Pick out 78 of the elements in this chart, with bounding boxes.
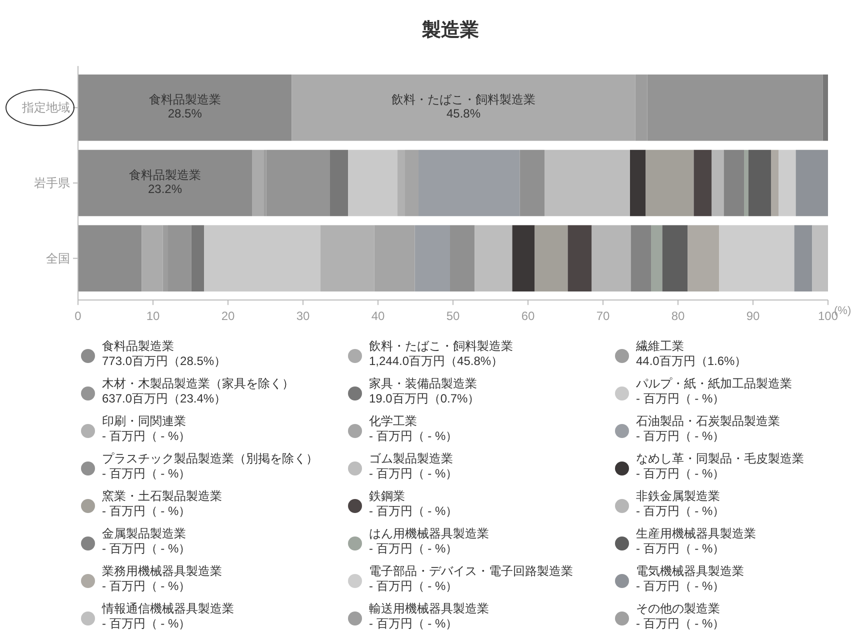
bar: [796, 150, 828, 216]
bar: [744, 150, 748, 216]
bar: [688, 225, 720, 292]
bar: [252, 150, 264, 216]
legend-label: 印刷・同関連業 - 百万円（ - %）: [102, 414, 191, 443]
legend-label: 家具・装備品製造業 19.0百万円（0.7%）: [369, 376, 480, 406]
data-label: 食料品製造業 23.2%: [129, 168, 201, 196]
data-label: 食料品製造業 28.5%: [148, 92, 221, 121]
legend-label: 非鉄金属製造業 - 百万円（ - %）: [636, 489, 725, 518]
bar: [266, 150, 330, 216]
legend-label: 木材・木製品製造業（家具を除く） 637.0百万円（23.4%）: [102, 376, 294, 406]
legend-label: 輸送用機械器具製造業 - 百万円（ - %）: [369, 602, 489, 630]
bar: [651, 225, 662, 292]
legend-label: 業務用機械器具製造業 - 百万円（ - %）: [102, 564, 222, 593]
bar: [794, 225, 812, 292]
bar: [544, 150, 630, 216]
bar: [512, 225, 535, 292]
bar: [534, 225, 568, 292]
legend-label: 窯業・土石製品製造業 - 百万円（ - %）: [102, 489, 222, 518]
bar: [712, 150, 724, 216]
bar: [191, 225, 204, 292]
bar: [474, 225, 512, 292]
bar: [694, 150, 712, 216]
bar: [142, 225, 163, 292]
x-tick-label: 60: [521, 309, 535, 323]
x-tick-label: 90: [746, 309, 760, 323]
bar: [662, 225, 688, 292]
bar: [812, 225, 828, 292]
legend-label: 情報通信機械器具製造業 - 百万円（ - %）: [101, 602, 234, 630]
legend-label: 金属製品製造業 - 百万円（ - %）: [102, 526, 191, 556]
x-tick-label: 20: [221, 309, 235, 323]
bar: [292, 74, 636, 141]
x-tick-label: 0: [74, 309, 82, 323]
legend-label: 生産用機械器具製造業 - 百万円（ - %）: [636, 526, 756, 556]
bar: [592, 225, 631, 292]
legend-label: 化学工業 - 百万円（ - %）: [369, 414, 458, 443]
bar: [771, 150, 778, 216]
legend-label: 電気機械器具製造業 - 百万円（ - %）: [636, 564, 744, 593]
bar: [78, 225, 142, 292]
bar: [630, 150, 646, 216]
legend-label: なめし革・同製品・毛皮製造業 - 百万円（ - %）: [636, 452, 804, 480]
bar: [646, 150, 694, 216]
legend-label: 電子部品・デバイス・電子回路製造業 - 百万円（ - %）: [369, 564, 573, 593]
legend-label: パルプ・紙・紙加工品製造業 - 百万円（ - %）: [635, 376, 792, 406]
legend-label: その他の製造業 - 百万円（ - %）: [636, 602, 725, 630]
legend-label: 飲料・たばこ・飼料製造業 1,244.0百万円（45.8%）: [369, 339, 513, 368]
legend-label: はん用機械器具製造業 - 百万円（ - %）: [369, 526, 489, 556]
legend-label: 食料品製造業 773.0百万円（28.5%）: [102, 339, 226, 368]
bar: [78, 74, 292, 141]
bar: [78, 150, 252, 216]
bar: [719, 225, 794, 292]
x-tick-label: 70: [596, 309, 610, 323]
y-tick-label: 指定地域: [21, 100, 70, 115]
x-tick-label: 40: [371, 309, 385, 323]
bar: [748, 150, 771, 216]
chart-title: 製造業: [421, 19, 479, 41]
x-tick-label: 10: [146, 309, 160, 323]
legend-label: プラスチック製品製造業（別掲を除く） - 百万円（ - %）: [102, 452, 318, 480]
bar: [520, 150, 544, 216]
y-tick-label: 岩手県: [34, 176, 70, 190]
x-tick-label: 50: [446, 309, 460, 323]
bar: [450, 225, 475, 292]
legend-label: ゴム製品製造業 - 百万円（ - %）: [369, 452, 458, 480]
bar: [348, 150, 398, 216]
bar: [630, 225, 651, 292]
legend-label: 石油製品・石炭製品製造業 - 百万円（ - %）: [636, 414, 780, 443]
bar: [330, 150, 348, 216]
bar: [204, 225, 320, 292]
bar: [778, 150, 796, 216]
bar: [568, 225, 592, 292]
x-tick-label: 80: [671, 309, 685, 323]
bar: [822, 74, 828, 141]
x-tick-label: 30: [296, 309, 310, 323]
legend-label: 鉄鋼業 - 百万円（ - %）: [369, 489, 458, 518]
data-label: 飲料・たばこ・飼料製造業 45.8%: [392, 92, 536, 121]
legend-label: 繊維工業 44.0百万円（1.6%）: [635, 339, 747, 368]
bar: [724, 150, 744, 216]
y-tick-label: 全国: [46, 251, 70, 266]
